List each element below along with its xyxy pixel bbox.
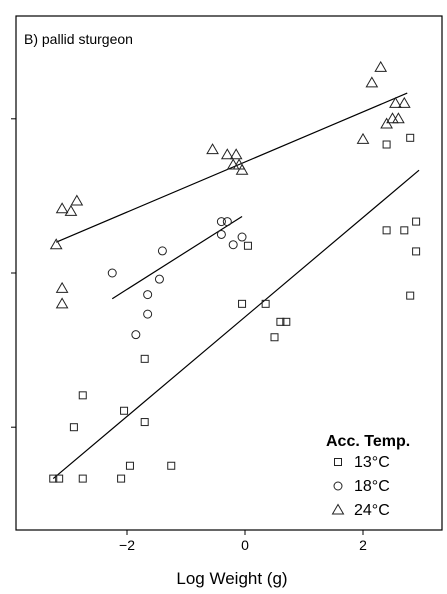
point-square — [382, 140, 391, 149]
point-square — [167, 461, 176, 470]
regression-lines — [52, 92, 420, 480]
point-circle — [154, 274, 164, 284]
point-square — [238, 299, 247, 308]
point-square — [412, 217, 421, 226]
point-triangle — [374, 60, 388, 72]
point-triangle — [55, 297, 69, 309]
point-circle — [143, 309, 153, 319]
point-triangle — [365, 76, 379, 88]
point-square — [261, 299, 270, 308]
point-square — [400, 226, 409, 235]
legend-label: 13°C — [354, 454, 390, 471]
point-square — [406, 291, 415, 300]
point-triangle — [55, 281, 69, 293]
legend-items: 13°C 18°C 24°C — [331, 454, 390, 519]
point-square — [120, 406, 129, 415]
point-circle — [237, 232, 247, 242]
point-square — [78, 391, 87, 400]
plot-frame — [15, 15, 443, 531]
point-circle — [216, 229, 226, 239]
point-square — [117, 474, 126, 483]
data-points — [49, 60, 421, 483]
x-tick-label: 0 — [241, 537, 249, 553]
point-triangle — [356, 132, 370, 144]
legend-marker-triangle — [331, 503, 345, 515]
x-tick-label: 2 — [359, 537, 367, 553]
point-square — [412, 247, 421, 256]
point-triangle — [70, 194, 84, 206]
point-circle — [222, 217, 232, 227]
point-square — [406, 133, 415, 142]
point-square — [55, 474, 64, 483]
point-square — [49, 474, 58, 483]
point-circle — [131, 330, 141, 340]
point-square — [78, 474, 87, 483]
point-triangle — [397, 96, 411, 108]
point-square — [140, 354, 149, 363]
x-axis-label: Log Weight (g) — [176, 569, 287, 588]
point-triangle — [389, 96, 402, 108]
chart-title: B) pallid sturgeon — [24, 31, 133, 47]
point-square — [382, 226, 391, 235]
point-square — [270, 333, 279, 342]
point-triangle — [64, 204, 78, 216]
point-circle — [228, 240, 238, 250]
point-triangle — [235, 163, 249, 175]
point-circle — [157, 246, 167, 256]
point-square — [69, 423, 78, 432]
point-square — [243, 241, 252, 250]
legend-label: 18°C — [354, 478, 390, 495]
point-square — [282, 317, 291, 326]
point-triangle — [206, 143, 219, 155]
fit-line-triangle — [55, 92, 408, 243]
point-triangle — [392, 112, 405, 124]
point-triangle — [49, 238, 63, 250]
legend-label: 24°C — [354, 502, 390, 519]
point-triangle — [55, 202, 69, 214]
fit-line-square — [52, 169, 420, 480]
legend: Acc. Temp. 13°C 18°C 24°C — [326, 433, 410, 519]
y-axis-ticks — [11, 118, 16, 428]
point-square — [125, 461, 134, 470]
legend-marker-circle — [333, 481, 343, 491]
point-circle — [216, 217, 226, 227]
point-circle — [143, 290, 153, 300]
point-circle — [107, 268, 117, 278]
point-triangle — [229, 148, 243, 160]
x-tick-label: −2 — [119, 537, 135, 553]
legend-title: Acc. Temp. — [326, 433, 410, 450]
point-triangle — [220, 148, 234, 160]
x-axis-ticks: −2 0 2 — [119, 530, 367, 553]
fit-line-circle — [111, 215, 243, 300]
point-square — [276, 317, 285, 326]
point-square — [140, 418, 149, 427]
legend-marker-square — [334, 458, 342, 466]
